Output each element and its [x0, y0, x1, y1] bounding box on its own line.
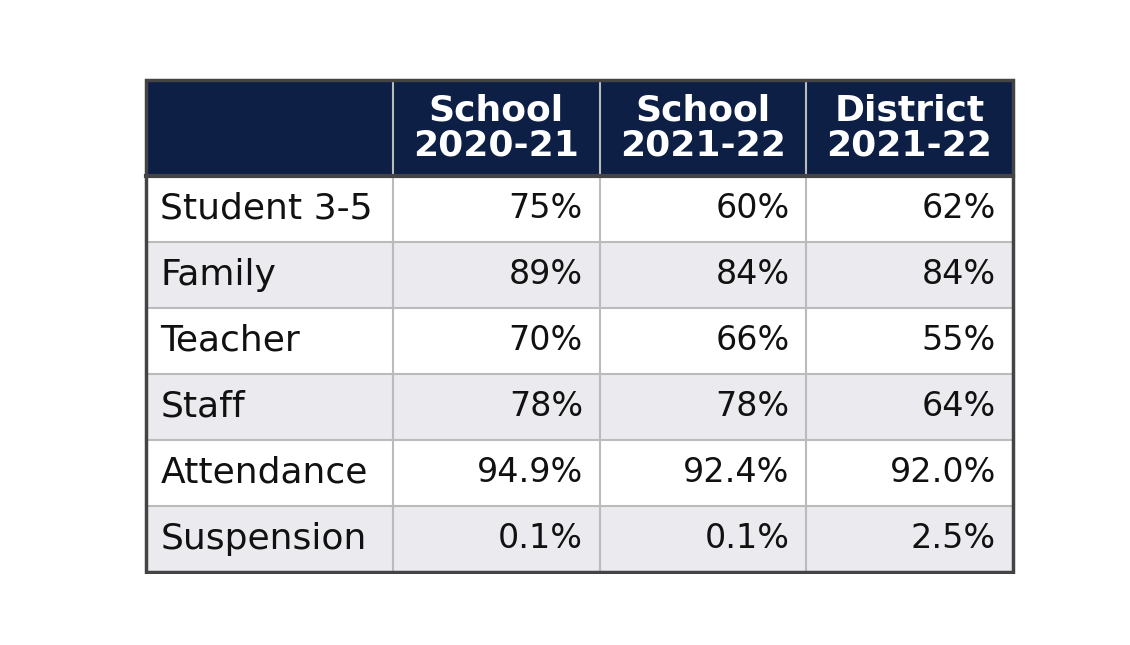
Text: 78%: 78% [715, 390, 790, 423]
Bar [806, 80, 1012, 176]
Bar [146, 373, 1012, 440]
Text: 92.0%: 92.0% [889, 456, 997, 489]
Text: Family: Family [160, 258, 277, 292]
Bar [600, 80, 806, 176]
Bar [146, 440, 1012, 506]
Text: Teacher: Teacher [160, 324, 301, 358]
Text: School: School [635, 94, 771, 128]
Text: 62%: 62% [922, 192, 997, 225]
Text: Suspension: Suspension [160, 522, 367, 555]
Text: 55%: 55% [922, 324, 997, 357]
Text: Staff: Staff [160, 390, 245, 424]
Text: 66%: 66% [715, 324, 790, 357]
Text: 89%: 89% [508, 258, 583, 292]
Bar [393, 80, 600, 176]
Text: 2.5%: 2.5% [911, 522, 997, 555]
Text: 0.1%: 0.1% [704, 522, 790, 555]
Text: 78%: 78% [508, 390, 583, 423]
Text: School: School [428, 94, 564, 128]
Text: 75%: 75% [508, 192, 583, 225]
Text: 84%: 84% [715, 258, 790, 292]
Text: 2021-22: 2021-22 [620, 128, 785, 162]
Text: 2020-21: 2020-21 [414, 128, 580, 162]
Text: Student 3-5: Student 3-5 [160, 192, 373, 226]
Text: 2021-22: 2021-22 [826, 128, 992, 162]
Bar [146, 506, 1012, 571]
Text: 64%: 64% [922, 390, 997, 423]
Text: 60%: 60% [715, 192, 790, 225]
Text: 0.1%: 0.1% [498, 522, 583, 555]
Text: 94.9%: 94.9% [477, 456, 583, 489]
Text: 70%: 70% [508, 324, 583, 357]
Text: District: District [834, 94, 984, 128]
Bar [146, 80, 393, 176]
Text: 84%: 84% [922, 258, 997, 292]
Bar [146, 308, 1012, 373]
Bar [146, 242, 1012, 308]
Bar [146, 176, 1012, 242]
Text: Attendance: Attendance [160, 455, 368, 490]
Text: 92.4%: 92.4% [684, 456, 790, 489]
